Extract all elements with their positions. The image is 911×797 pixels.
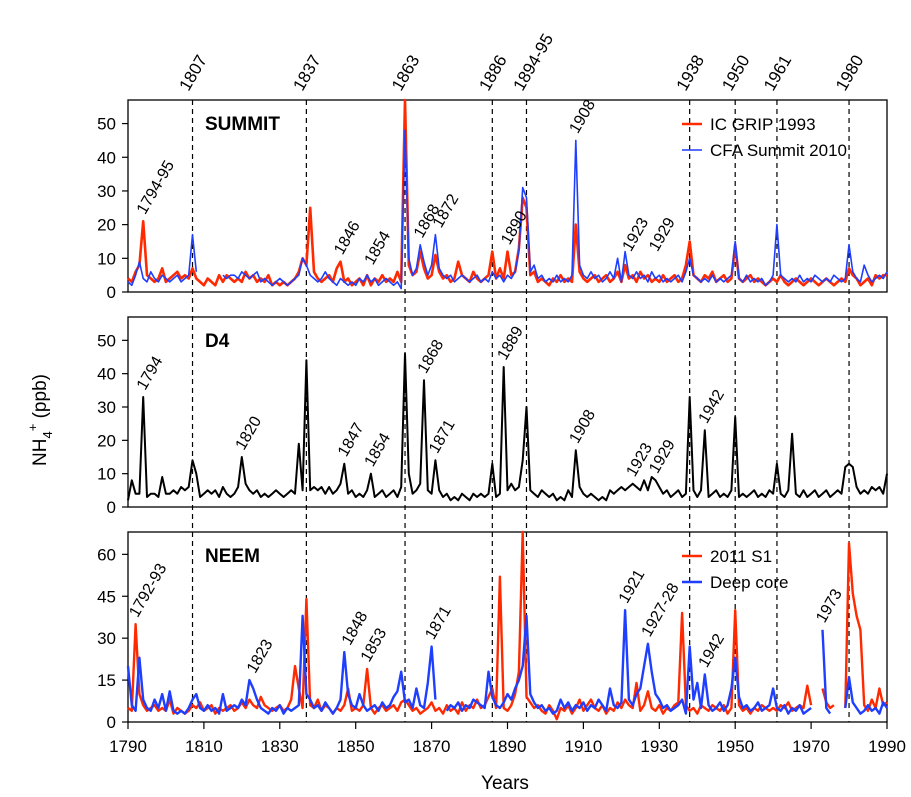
y-tick-label: 30	[97, 182, 116, 201]
y-tick-label: 0	[107, 283, 116, 302]
y-tick-label: 50	[97, 115, 116, 134]
series-line-1-0	[127, 352, 888, 502]
legend-entry: Deep core	[710, 573, 788, 592]
y-tick-label: 20	[97, 431, 116, 450]
peak-annotation: 1847	[335, 420, 368, 459]
y-tick-label: 0	[107, 498, 116, 517]
peak-annotation: 1923	[620, 215, 653, 254]
x-tick-label: 1910	[564, 737, 602, 756]
peak-annotation: 1868	[415, 337, 448, 376]
event-year-label: 1894-95	[509, 30, 557, 94]
event-year-label: 1807	[176, 52, 211, 94]
peak-annotation: 1908	[567, 97, 600, 136]
x-tick-label: 1990	[868, 737, 906, 756]
peak-annotation: 1908	[567, 407, 600, 446]
y-axis-title: NH4+ (ppb)	[25, 374, 55, 466]
legend-entry: IC GRIP 1993	[710, 115, 816, 134]
y-tick-label: 60	[97, 545, 116, 564]
panel-title: D4	[205, 331, 230, 352]
peak-annotation: 1794-95	[134, 158, 178, 217]
x-tick-label: 1810	[185, 737, 223, 756]
series-line-0-1	[127, 129, 888, 290]
peak-annotation: 1794	[134, 354, 167, 393]
x-tick-label: 1890	[489, 737, 527, 756]
x-axis: 1790 1810 1830 1850 1870 1890 1910 1930 1950 1970…	[109, 722, 906, 756]
peak-annotation: 1846	[331, 218, 364, 257]
y-tick-label: 10	[97, 465, 116, 484]
y-title-sup: +	[25, 424, 40, 432]
peak-annotation: 1792-93	[126, 561, 170, 620]
y-title-sub: 4	[40, 431, 55, 438]
y-title-main: NH	[30, 439, 51, 466]
x-tick-label: 1830	[261, 737, 299, 756]
peak-annotation: 1929	[646, 215, 679, 254]
peak-annotation: 1921	[616, 567, 649, 606]
peak-annotation: 1854	[362, 430, 395, 469]
y-tick-label: 30	[97, 398, 116, 417]
y-tick-label: 20	[97, 216, 116, 235]
peak-annotation: 1871	[426, 417, 459, 456]
peak-annotation: 1854	[362, 228, 395, 267]
panel-title: SUMMIT	[205, 114, 280, 135]
peak-annotation: 1942	[696, 631, 729, 670]
y-tick-label: 30	[97, 629, 116, 648]
peak-annotation: 1889	[494, 324, 527, 363]
peak-annotation: 1871	[422, 603, 455, 642]
y-tick-label: 45	[97, 587, 116, 606]
event-year-label: 1886	[475, 52, 510, 94]
event-year-label: 1863	[388, 52, 423, 94]
peak-annotation: 1942	[696, 387, 729, 426]
peak-annotation: 1820	[233, 414, 266, 453]
event-year-label: 1961	[760, 52, 795, 94]
x-tick-label: 1850	[337, 737, 375, 756]
y-tick-label: 50	[97, 331, 116, 350]
panel-frame	[127, 316, 888, 508]
peak-annotation: 1823	[244, 637, 277, 676]
y-tick-label: 40	[97, 148, 116, 167]
series-line-2-1	[126, 609, 888, 715]
y-tick-label: 15	[97, 671, 116, 690]
series-line-0-0	[127, 98, 887, 287]
y-title-unit: (ppb)	[30, 374, 51, 424]
event-year-label: 1938	[673, 52, 708, 94]
y-tick-label: 10	[97, 249, 116, 268]
event-year-label: 1837	[289, 52, 324, 94]
x-tick-label: 1970	[792, 737, 830, 756]
panel-title: NEEM	[205, 546, 260, 567]
event-year-label: 1950	[718, 52, 753, 94]
x-tick-label: 1930	[640, 737, 678, 756]
x-tick-label: 1950	[716, 737, 754, 756]
x-tick-label: 1870	[413, 737, 451, 756]
peak-annotation: 1973	[813, 586, 846, 625]
peak-annotation: 1927-28	[639, 580, 683, 639]
x-tick-label: 1790	[109, 737, 147, 756]
y-tick-label: 0	[107, 713, 116, 732]
panel-frame	[127, 99, 888, 293]
event-year-label: 1980	[832, 52, 867, 94]
x-axis-title: Years	[481, 773, 529, 794]
y-tick-label: 40	[97, 365, 116, 384]
legend-entry: 2011 S1	[710, 547, 772, 566]
legend-entry: CFA Summit 2010	[710, 141, 847, 160]
